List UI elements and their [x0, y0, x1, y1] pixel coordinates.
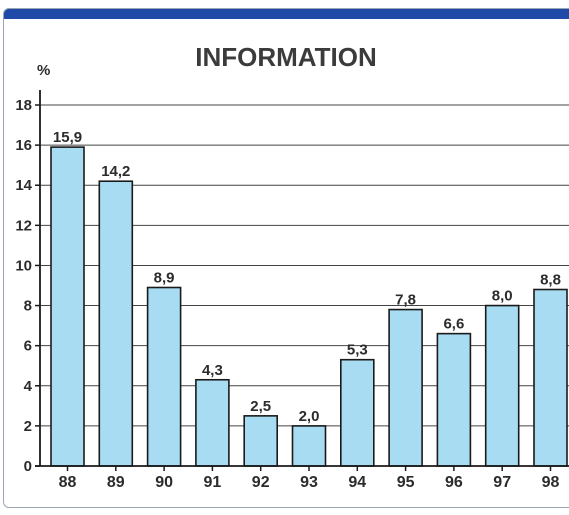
bar: [195, 378, 230, 467]
axes: [35, 90, 569, 467]
y-axis-unit-label: %: [37, 62, 50, 79]
x-category-label: 92: [252, 474, 270, 491]
y-tick-label: 0: [24, 458, 32, 475]
data-label: 8,0: [492, 288, 513, 305]
x-category-label: 94: [348, 474, 366, 491]
bar: [436, 332, 472, 467]
data-labels: 15,9 14,2 8,9 4,3 2,5 2,0 5,3 7,8 6,6 8,0 8,8: [53, 129, 561, 425]
data-label: 14,2: [101, 163, 130, 180]
header-accent-bar: [4, 8, 569, 19]
bar: [533, 288, 568, 467]
x-category-label: 91: [204, 474, 222, 491]
chart-frame: [3, 8, 569, 508]
y-tick-label: 6: [24, 338, 32, 355]
x-category-label: 89: [107, 474, 125, 491]
bar: [243, 415, 278, 467]
data-label: 8,8: [540, 272, 561, 289]
bar: [50, 146, 85, 467]
data-label: 7,8: [395, 292, 416, 309]
data-label: 4,3: [202, 362, 223, 379]
data-label: 8,9: [154, 270, 175, 287]
y-tick-label: 16: [15, 137, 32, 154]
x-category-label: 98: [542, 474, 560, 491]
bar: [484, 304, 520, 467]
x-category-label: 97: [493, 474, 511, 491]
y-axis-ticks: 0 2 4 6 8 10 12 14 16 18: [15, 97, 40, 475]
y-tick-label: 10: [15, 257, 32, 274]
bar: [291, 425, 327, 467]
data-label: 6,6: [443, 316, 464, 333]
x-category-label: 95: [397, 474, 415, 491]
data-label: 2,0: [299, 408, 320, 425]
y-tick-label: 4: [24, 378, 33, 395]
y-tick-label: 8: [24, 298, 32, 315]
bar: [98, 180, 134, 467]
x-category-label: 90: [155, 474, 173, 491]
bars: [50, 146, 568, 467]
data-label: 5,3: [347, 342, 368, 359]
y-tick-label: 14: [15, 177, 32, 194]
y-tick-label: 2: [24, 418, 32, 435]
x-category-label: 93: [300, 474, 318, 491]
y-tick-label: 12: [15, 217, 32, 234]
data-label: 2,5: [250, 398, 271, 415]
x-category-label: 96: [445, 474, 463, 491]
bar: [339, 358, 375, 467]
bar: [388, 308, 423, 467]
chart-title: INFORMATION: [195, 42, 377, 72]
x-axis-categories: 88 89 90 91 92 93 94 95 96 97 98: [59, 466, 560, 491]
bar: [146, 286, 182, 467]
y-tick-label: 18: [15, 97, 32, 114]
data-label: 15,9: [53, 129, 82, 146]
x-category-label: 88: [59, 474, 77, 491]
